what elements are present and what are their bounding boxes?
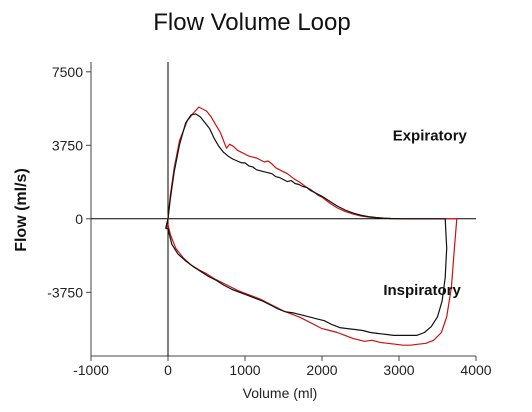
y-tick-label: -3750 [47, 284, 83, 300]
x-tick-label: 1000 [229, 362, 260, 378]
x-axis-label: Volume (ml) [243, 385, 318, 401]
series-line-1 [165, 113, 448, 336]
y-axis-label: Flow (ml/s) [13, 168, 30, 252]
x-tick-label: 3000 [383, 362, 414, 378]
x-tick-label: 0 [164, 362, 172, 378]
x-tick-label: 2000 [306, 362, 337, 378]
axes [90, 62, 476, 357]
series-group [165, 106, 458, 346]
y-tick-label: 3750 [52, 137, 83, 153]
y-tick-label: 0 [75, 211, 83, 227]
annotation-expiratory: Expiratory [393, 127, 468, 144]
y-tick-label: 7500 [52, 64, 83, 80]
annotation-inspiratory: Inspiratory [383, 282, 461, 299]
chart-title: Flow Volume Loop [153, 9, 350, 36]
x-tick-label: 4000 [460, 362, 491, 378]
y-ticks: 7500 3750 0 -3750 [47, 64, 91, 300]
x-ticks: -1000 0 1000 2000 3000 4000 [73, 356, 492, 378]
x-tick-label: -1000 [73, 362, 109, 378]
